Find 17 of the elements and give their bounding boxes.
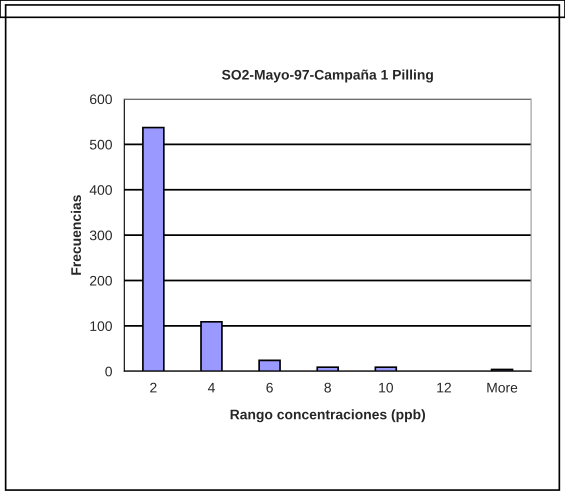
y-axis-title: Frecuencias bbox=[70, 195, 82, 275]
y-tick-label: 600 bbox=[90, 94, 112, 104]
x-tick-label: 10 bbox=[379, 382, 393, 393]
y-tick-label: 300 bbox=[90, 230, 112, 240]
chart-title: SO2-Mayo-97-Campaña 1 Pilling bbox=[222, 69, 433, 82]
x-tick-label: 12 bbox=[437, 382, 451, 392]
x-tick-label: 4 bbox=[208, 382, 215, 392]
y-tick-label: 400 bbox=[90, 185, 112, 195]
x-tick-label: 2 bbox=[150, 382, 157, 392]
y-tick-label: 100 bbox=[90, 321, 112, 332]
y-tick-label: 0 bbox=[105, 366, 112, 376]
y-tick-label: 200 bbox=[90, 276, 112, 286]
x-tick-label: More bbox=[487, 382, 518, 393]
x-axis-title: Rango concentraciones (ppb) bbox=[230, 409, 426, 422]
x-tick-label: 6 bbox=[266, 382, 273, 393]
x-tick-label: 8 bbox=[324, 382, 331, 393]
y-tick-label: 500 bbox=[90, 140, 112, 150]
